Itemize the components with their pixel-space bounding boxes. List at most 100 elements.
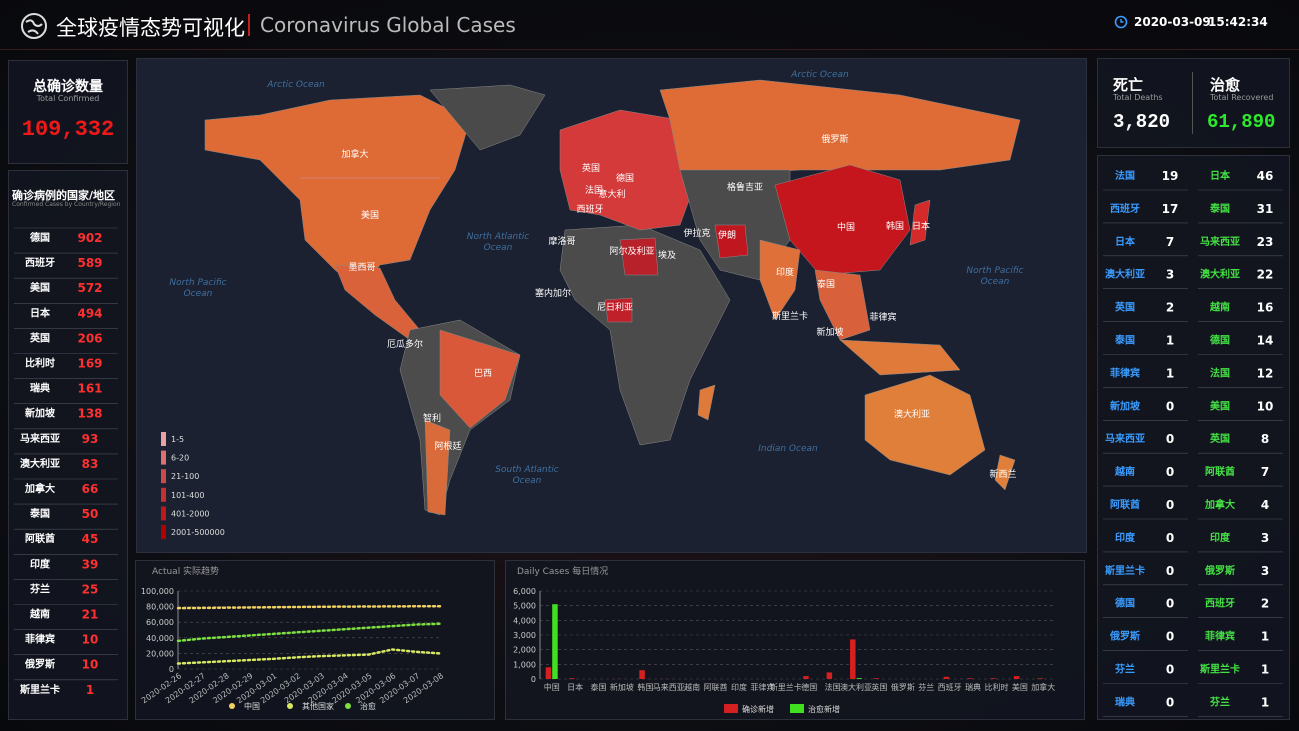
legend-label: 21-100 <box>171 472 199 481</box>
country-name: 澳大利亚 <box>1105 268 1145 281</box>
country-name: 加拿大 <box>24 482 55 495</box>
country-name: 芬兰 <box>29 582 50 595</box>
header-title: 全球疫情态势可视化 <box>56 16 245 40</box>
country-value: 1 <box>1166 366 1174 380</box>
x-tick-label: 马来西亚 <box>653 683 685 692</box>
country-value: 17 <box>1162 202 1179 216</box>
ocean-label: Indian Ocean <box>758 444 818 454</box>
country-label: 俄罗斯 <box>821 133 848 145</box>
iran <box>714 224 749 259</box>
x-tick-label: 芬兰 <box>918 682 934 692</box>
bar <box>639 670 645 679</box>
x-tick-label: 英国 <box>871 682 887 692</box>
legend-label: 确诊新增 <box>742 704 774 714</box>
ocean-label: North Pacific Ocean <box>966 266 1024 287</box>
russia <box>659 79 1021 176</box>
country-label: 澳大利亚 <box>894 408 930 420</box>
country-value: 206 <box>77 331 102 345</box>
country-name: 马来西亚 <box>1200 235 1240 248</box>
legend-label: 治愈新增 <box>808 704 840 714</box>
chart-title: Actual 实际趋势 <box>152 565 219 577</box>
country-name: 阿联酋 <box>1110 498 1140 511</box>
country-value: 0 <box>1166 432 1174 446</box>
header-divider <box>248 14 250 36</box>
x-tick-label: 美国 <box>1012 682 1028 692</box>
japan <box>909 199 931 246</box>
country-value: 10 <box>1257 399 1274 413</box>
y-tick-label: 1,000 <box>513 660 536 669</box>
country-value: 66 <box>82 482 99 496</box>
country-value: 0 <box>1166 498 1174 512</box>
series-line <box>176 648 442 665</box>
bar <box>873 678 879 679</box>
country-name: 俄罗斯 <box>1204 564 1235 577</box>
country-name: 加拿大 <box>1204 498 1235 511</box>
ocean-label: North Atlantic Ocean <box>466 232 530 253</box>
country-name: 澳大利亚 <box>1200 268 1240 281</box>
country-value: 1 <box>86 683 94 697</box>
ocean-label: Arctic Ocean <box>791 70 849 80</box>
recovered-label: 治愈 <box>1210 76 1241 94</box>
country-label: 斯里兰卡 <box>772 310 808 322</box>
country-name: 英国 <box>1209 432 1230 445</box>
country-name: 比利时 <box>25 357 55 370</box>
country-name: 越南 <box>1114 465 1135 478</box>
y-tick-label: 5,000 <box>513 602 536 611</box>
country-name: 瑞典 <box>1115 695 1135 708</box>
country-value: 902 <box>77 231 102 245</box>
country-name: 越南 <box>1209 301 1230 314</box>
country-value: 494 <box>77 306 102 320</box>
legend-swatch <box>161 450 166 465</box>
legend-label: 6-20 <box>171 454 189 463</box>
bar <box>803 676 809 679</box>
country-value: 8 <box>1261 432 1269 446</box>
algeria <box>619 237 659 276</box>
country-value: 4 <box>1261 498 1269 512</box>
country-name: 澳大利亚 <box>20 457 60 470</box>
header-time: 15:42:34 <box>1208 15 1268 29</box>
y-tick-label: 100,000 <box>141 587 174 596</box>
legend-swatch <box>161 525 166 539</box>
legend-label: 2001-500000 <box>171 528 225 537</box>
x-tick-label: 菲律宾 <box>750 682 774 692</box>
country-name: 斯里兰卡 <box>1105 564 1145 577</box>
country-name: 印度 <box>1210 531 1231 544</box>
total-confirmed-label: 总确诊数量 <box>33 79 103 95</box>
y-tick-label: 60,000 <box>146 618 174 627</box>
country-name: 法国 <box>1115 169 1135 182</box>
country-value: 50 <box>82 507 99 521</box>
nigeria <box>604 297 633 323</box>
y-tick-label: 0 <box>169 665 174 674</box>
country-label: 埃及 <box>658 249 676 261</box>
new-zealand <box>994 454 1016 491</box>
country-label: 厄瓜多尔 <box>387 338 423 350</box>
country-name: 斯里兰卡 <box>1200 663 1240 676</box>
total-confirmed-label-en: Total Confirmed <box>36 94 100 103</box>
country-value: 46 <box>1257 169 1274 183</box>
madagascar <box>697 384 716 421</box>
country-name: 俄罗斯 <box>1109 630 1140 643</box>
country-value: 7 <box>1166 235 1174 249</box>
country-name: 泰国 <box>1114 334 1135 347</box>
country-name: 日本 <box>30 306 51 319</box>
country-name: 法国 <box>1210 366 1230 379</box>
country-label: 韩国 <box>886 220 904 232</box>
country-name: 日本 <box>1210 169 1231 182</box>
country-value: 2 <box>1261 597 1269 611</box>
y-tick-label: 3,000 <box>513 631 536 640</box>
country-label: 中国 <box>837 221 855 233</box>
country-label: 印度 <box>776 266 794 278</box>
country-label: 新加坡 <box>816 326 843 338</box>
country-label: 新西兰 <box>989 468 1016 480</box>
country-name: 菲律宾 <box>25 633 55 646</box>
legend-label: 101-400 <box>171 491 204 500</box>
country-value: 31 <box>1257 202 1274 216</box>
chile-argentina <box>424 419 451 516</box>
header-date: 2020-03-09 <box>1134 15 1211 29</box>
legend-label: 治愈 <box>360 701 376 711</box>
country-value: 138 <box>77 407 102 421</box>
country-label: 尼日利亚 <box>597 301 633 313</box>
bar <box>856 678 863 679</box>
country-name: 阿联酋 <box>25 532 55 545</box>
